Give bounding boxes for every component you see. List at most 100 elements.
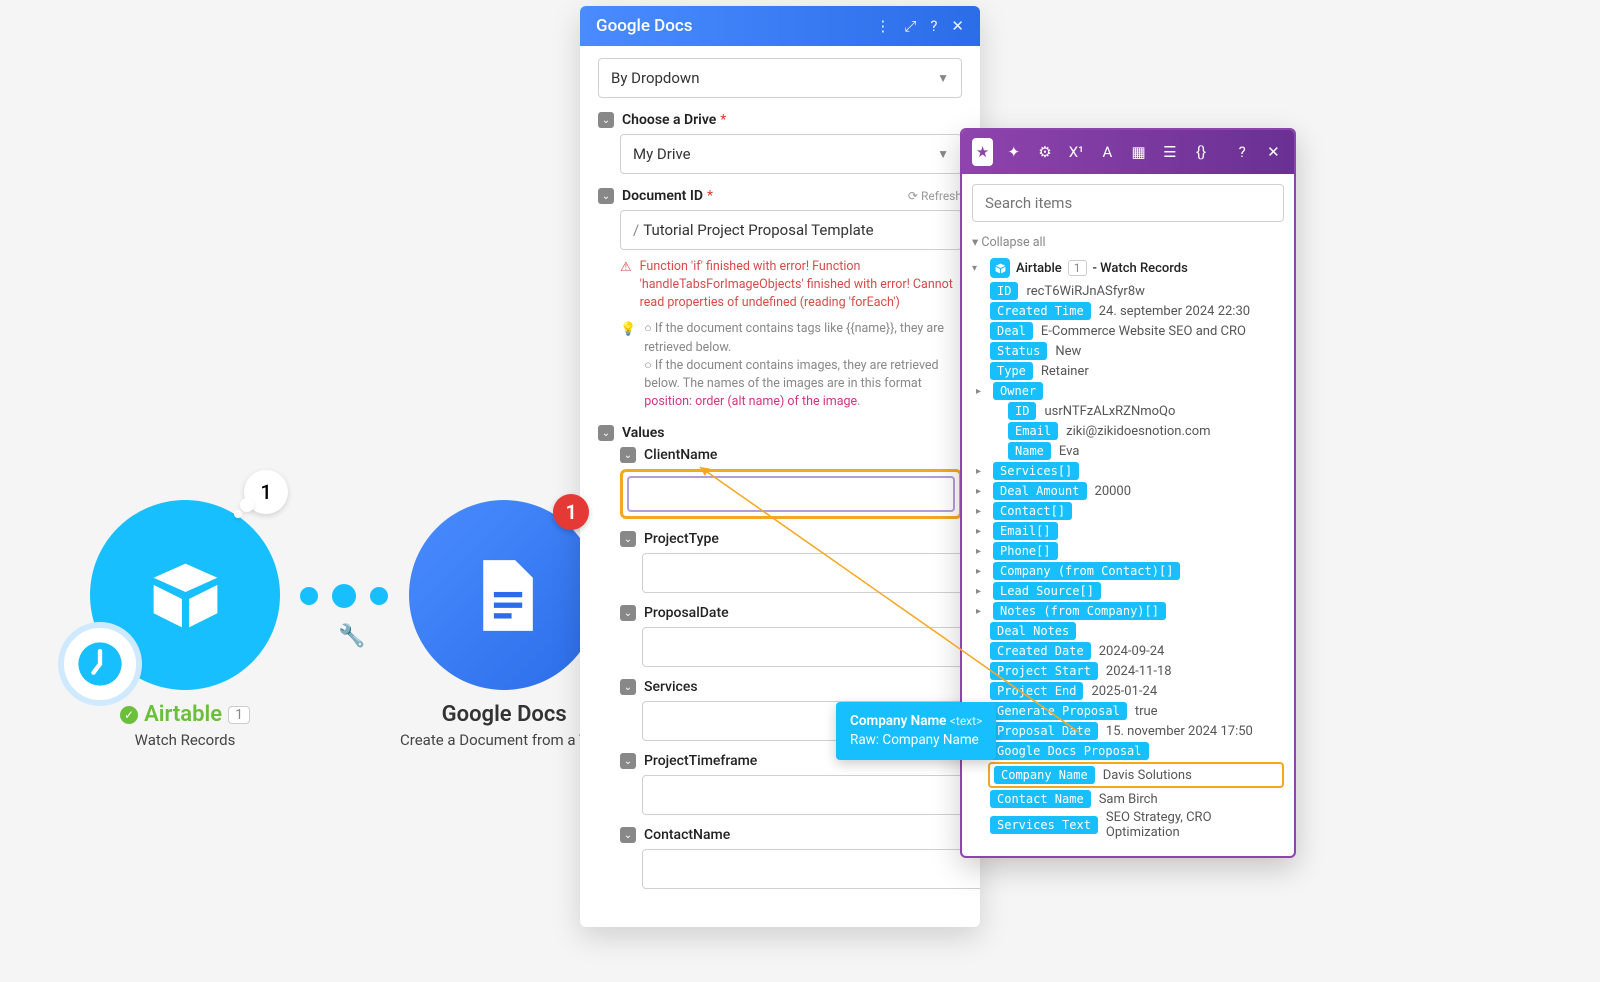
projecttype-input[interactable]: [642, 553, 980, 593]
expand-icon[interactable]: ⤢: [904, 17, 916, 35]
lightbulb-icon: 💡: [620, 321, 636, 411]
collapse-toggle[interactable]: ⌄: [620, 827, 636, 843]
data-item[interactable]: Project End2025-01-24: [990, 682, 1284, 700]
data-item[interactable]: Lead Source[]: [990, 582, 1284, 600]
collapse-toggle[interactable]: ⌄: [620, 679, 636, 695]
search-input[interactable]: [972, 184, 1284, 222]
data-item[interactable]: Project Start2024-11-18: [990, 662, 1284, 680]
data-item[interactable]: Created Time24. september 2024 22:30: [990, 302, 1284, 320]
data-item[interactable]: Company (from Contact)[]: [990, 562, 1284, 580]
collapse-all-button[interactable]: ▾ Collapse all: [972, 234, 1046, 250]
gdocs-icon: [462, 553, 547, 638]
clock-icon: [58, 622, 142, 706]
workflow-canvas: 1 ✓ Airtable 1 Watch Records 🔧 1 Google …: [0, 0, 1600, 982]
data-item[interactable]: Services[]: [990, 462, 1284, 480]
data-item[interactable]: Company NameDavis Solutions: [988, 762, 1284, 788]
data-item[interactable]: StatusNew: [990, 342, 1284, 360]
data-item[interactable]: NameEva: [1008, 442, 1284, 460]
clientname-input-highlighted[interactable]: [620, 469, 962, 519]
collapse-toggle[interactable]: ⌄: [598, 112, 614, 128]
airtable-badge-icon: [990, 258, 1010, 278]
contactname-label: ContactName: [644, 827, 730, 843]
data-item[interactable]: IDrecT6WiRJnASfyr8w: [990, 282, 1284, 300]
picker-close-icon[interactable]: ✕: [1263, 138, 1284, 166]
help-icon[interactable]: ?: [930, 17, 937, 35]
gdocs-title: Google Docs: [442, 702, 567, 727]
owner-row[interactable]: Owner: [990, 382, 1284, 400]
data-item[interactable]: Deal Notes: [990, 622, 1284, 640]
data-item[interactable]: IDusrNTFzALxRZNmoQo: [1008, 402, 1284, 420]
warning-icon: ⚠: [620, 259, 632, 312]
airtable-subtitle: Watch Records: [135, 731, 236, 749]
tip-text: ○ If the document contains tags like {{n…: [644, 320, 962, 411]
gdocs-subtitle: Create a Document from a Tem: [400, 731, 608, 749]
close-icon[interactable]: ✕: [951, 17, 964, 35]
data-item[interactable]: Notes (from Company)[]: [990, 602, 1284, 620]
gdocs-error-badge[interactable]: 1: [553, 494, 589, 530]
values-label: Values: [622, 425, 664, 441]
data-item[interactable]: TypeRetainer: [990, 362, 1284, 380]
collapse-toggle[interactable]: ⌄: [620, 605, 636, 621]
data-item[interactable]: Generate Proposaltrue: [990, 702, 1284, 720]
proposaldate-input[interactable]: [642, 627, 980, 667]
proposaldate-label: ProposalDate: [644, 605, 729, 621]
airtable-circle[interactable]: 1: [90, 500, 280, 690]
gdocs-circle[interactable]: 1: [409, 500, 599, 690]
panel-header: Google Docs ⋮ ⤢ ? ✕: [580, 6, 980, 46]
data-item[interactable]: Phone[]: [990, 542, 1284, 560]
data-item[interactable]: Created Date2024-09-24: [990, 642, 1284, 660]
data-item[interactable]: Contact NameSam Birch: [990, 790, 1284, 808]
collapse-toggle[interactable]: ⌄: [598, 188, 614, 204]
error-text: Function 'if' finished with error! Funct…: [640, 258, 962, 312]
document-id-input[interactable]: /Tutorial Project Proposal Template: [620, 210, 962, 250]
airtable-title: Airtable: [144, 702, 222, 727]
math-tab[interactable]: X¹: [1066, 138, 1087, 166]
airtable-run-bubble[interactable]: 1: [244, 470, 288, 514]
choose-drive-label: Choose a Drive: [622, 112, 716, 128]
airtable-count: 1: [228, 706, 250, 724]
data-item[interactable]: Google Docs Proposal: [990, 742, 1284, 760]
wrench-icon[interactable]: 🔧: [338, 624, 365, 649]
picker-help-icon[interactable]: ?: [1232, 138, 1253, 166]
panel-title: Google Docs: [596, 16, 693, 36]
data-item[interactable]: Email[]: [990, 522, 1284, 540]
collapse-toggle[interactable]: ⌄: [620, 447, 636, 463]
magic-tab[interactable]: ✦: [1003, 138, 1024, 166]
data-item[interactable]: Proposal Date15. november 2024 17:50: [990, 722, 1284, 740]
data-picker: ★ ✦ ⚙ X¹ A ▦ ☰ {} ? ✕ ▾ Collapse all ▾ A…: [960, 128, 1296, 858]
data-item[interactable]: DealE-Commerce Website SEO and CRO: [990, 322, 1284, 340]
contactname-input[interactable]: [642, 849, 980, 889]
data-item[interactable]: Deal Amount20000: [990, 482, 1284, 500]
json-tab[interactable]: {}: [1190, 138, 1211, 166]
data-item[interactable]: Contact[]: [990, 502, 1284, 520]
collapse-toggle[interactable]: ⌄: [620, 753, 636, 769]
collapse-toggle[interactable]: ⌄: [620, 531, 636, 547]
connector-dots: [300, 584, 388, 608]
node-gdocs[interactable]: 1 Google Docs Create a Document from a T…: [400, 500, 608, 749]
more-icon[interactable]: ⋮: [875, 17, 890, 35]
data-item[interactable]: Services TextSEO Strategy, CRO Optimizat…: [990, 810, 1284, 840]
document-id-label: Document ID: [622, 188, 703, 204]
projecttimeframe-label: ProjectTimeframe: [644, 753, 757, 769]
picker-toolbar: ★ ✦ ⚙ X¹ A ▦ ☰ {} ? ✕: [962, 130, 1294, 174]
services-label: Services: [644, 679, 698, 695]
by-dropdown-select[interactable]: By Dropdown▼: [598, 58, 962, 98]
config-panel: Google Docs ⋮ ⤢ ? ✕ By Dropdown▼ ⌄ Choos…: [580, 6, 980, 927]
refresh-button[interactable]: ⟳ Refresh: [908, 189, 962, 203]
projecttype-label: ProjectType: [644, 531, 719, 547]
drive-select[interactable]: My Drive▼: [620, 134, 962, 174]
projecttimeframe-input[interactable]: [642, 775, 980, 815]
date-tab[interactable]: ▦: [1128, 138, 1149, 166]
text-tab[interactable]: A: [1097, 138, 1118, 166]
picker-tree: ▾ Collapse all ▾ Airtable 1 - Watch Reco…: [962, 232, 1294, 856]
clientname-label: ClientName: [644, 447, 717, 463]
chevron-down-icon: ▼: [937, 147, 949, 161]
star-tab[interactable]: ★: [972, 138, 993, 166]
settings-tab[interactable]: ⚙: [1034, 138, 1055, 166]
array-tab[interactable]: ☰: [1159, 138, 1180, 166]
node-airtable[interactable]: 1 ✓ Airtable 1 Watch Records: [90, 500, 280, 749]
check-icon: ✓: [120, 706, 138, 724]
module-row[interactable]: ▾ Airtable 1 - Watch Records: [972, 256, 1284, 280]
data-item[interactable]: Emailziki@zikidoesnotion.com: [1008, 422, 1284, 440]
collapse-toggle[interactable]: ⌄: [598, 425, 614, 441]
